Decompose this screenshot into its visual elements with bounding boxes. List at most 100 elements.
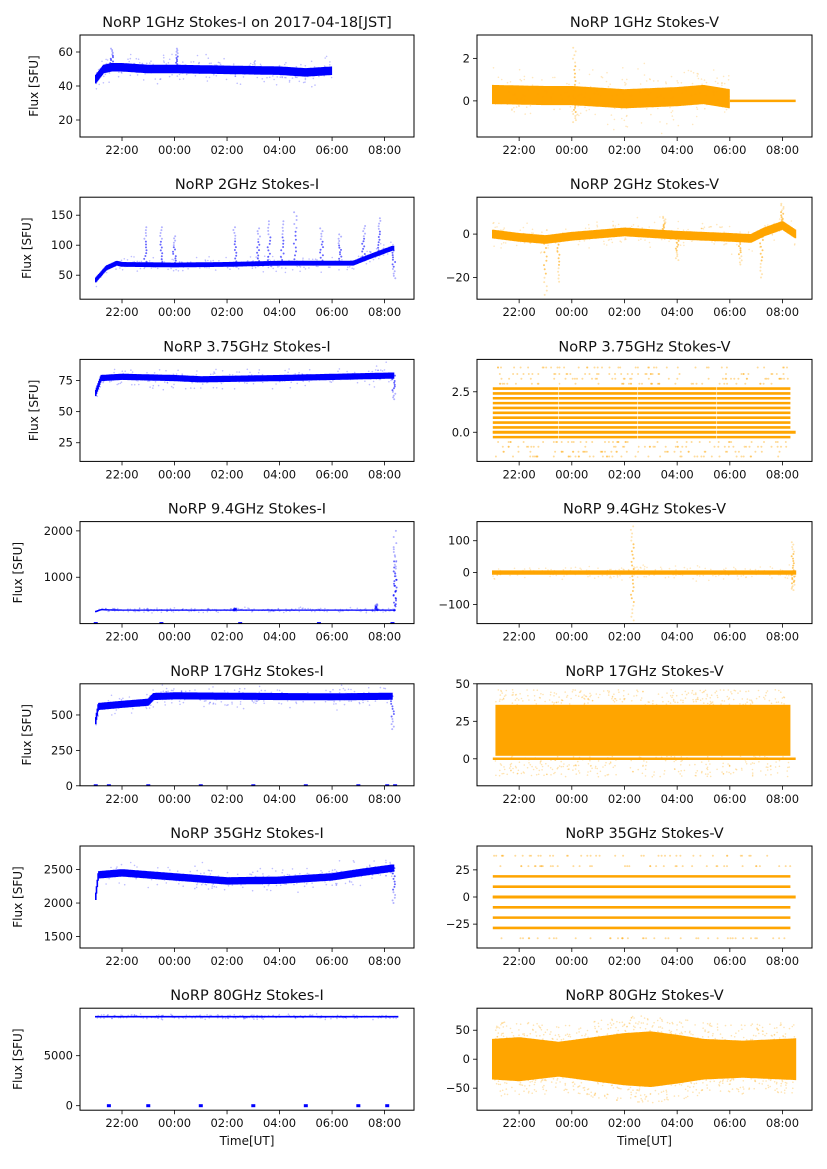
data-point — [737, 1090, 740, 1093]
data-spike-point — [293, 258, 296, 261]
data-point — [278, 264, 281, 267]
data-spike-point — [392, 274, 395, 277]
data-spike-point — [574, 61, 577, 64]
data-point — [387, 1016, 390, 1018]
data-point — [390, 241, 392, 243]
data-spike-point — [574, 98, 577, 101]
data-point — [360, 256, 362, 259]
data-point — [764, 694, 767, 697]
data-point — [588, 227, 590, 230]
data-point — [557, 766, 559, 769]
data-point — [241, 1014, 244, 1017]
data-point — [205, 700, 207, 702]
data-point — [501, 1022, 504, 1024]
data-point — [595, 693, 598, 695]
data-point — [624, 441, 627, 443]
data-point — [379, 698, 381, 700]
data-point — [702, 691, 705, 693]
data-point — [264, 1016, 267, 1018]
data-spike-point — [234, 608, 237, 610]
data-point — [169, 869, 171, 871]
data-point — [696, 565, 699, 567]
data-point — [152, 266, 154, 268]
data-point — [336, 878, 338, 880]
data-spike-point — [377, 246, 380, 249]
x-tick-label: 06:00 — [713, 305, 746, 319]
data-spike-point — [557, 277, 560, 280]
data-point — [143, 267, 145, 270]
data-spike-point — [780, 202, 783, 205]
data-point — [198, 65, 201, 67]
data-spike-point — [375, 603, 378, 606]
data-spike-point — [292, 242, 295, 245]
data-point — [705, 1079, 707, 1081]
data-point — [132, 376, 135, 379]
data-point — [694, 573, 696, 575]
data-point — [136, 260, 139, 263]
data-point — [166, 382, 169, 384]
data-point — [354, 1016, 357, 1019]
data-point — [707, 1031, 709, 1034]
data-point — [680, 1031, 683, 1034]
data-point — [281, 267, 283, 269]
data-point — [341, 609, 344, 611]
data-point — [498, 373, 501, 375]
data-spike-point — [267, 226, 270, 229]
data-point — [577, 455, 580, 458]
data-point — [171, 875, 174, 878]
data-spike-point — [395, 586, 398, 589]
data-point — [259, 378, 262, 380]
data-point — [261, 1016, 264, 1019]
data-point — [661, 1100, 663, 1103]
data-point — [621, 937, 624, 940]
data-point — [370, 1016, 372, 1018]
data-point — [523, 764, 526, 766]
data-point — [332, 688, 334, 691]
data-point — [721, 1080, 724, 1082]
data-point — [723, 865, 726, 868]
data-point — [209, 377, 212, 380]
data-point — [587, 698, 589, 700]
data-point — [146, 693, 148, 696]
data-spike-point — [556, 250, 559, 253]
data-spike-point — [111, 50, 114, 53]
data-point — [659, 775, 661, 778]
data-point — [311, 73, 313, 76]
data-point — [116, 383, 118, 386]
data-spike-point — [159, 249, 162, 252]
data-point — [649, 445, 651, 448]
data-spike-point — [558, 263, 560, 266]
data-spike-point — [556, 247, 559, 249]
data-point — [645, 570, 648, 573]
data-spike-point — [630, 597, 633, 600]
data-spike-point — [174, 264, 177, 266]
data-point — [355, 1016, 357, 1018]
data-point — [181, 261, 183, 263]
data-point — [542, 1088, 545, 1091]
data-point — [754, 937, 757, 940]
data-spike-point — [111, 54, 114, 57]
data-point — [694, 93, 697, 95]
data-point — [239, 72, 241, 75]
data-spike-point — [761, 256, 764, 259]
data-spike-point — [392, 725, 395, 728]
data-point — [522, 441, 525, 443]
data-point — [659, 216, 661, 218]
data-point — [178, 883, 180, 885]
data-spike-point — [793, 575, 796, 578]
data-point — [614, 377, 617, 380]
data-point — [758, 1032, 760, 1035]
data-point — [706, 767, 708, 770]
data-point — [225, 256, 227, 259]
data-point — [644, 1028, 647, 1030]
data-point — [596, 225, 599, 228]
data-point — [652, 1025, 654, 1027]
data-spike-point — [738, 261, 741, 264]
data-point — [249, 873, 251, 875]
data-point — [315, 875, 317, 877]
data-point — [242, 886, 244, 889]
data-point — [103, 75, 105, 78]
data-point — [497, 366, 499, 369]
data-point — [215, 264, 217, 267]
data-spike-point — [574, 91, 577, 93]
